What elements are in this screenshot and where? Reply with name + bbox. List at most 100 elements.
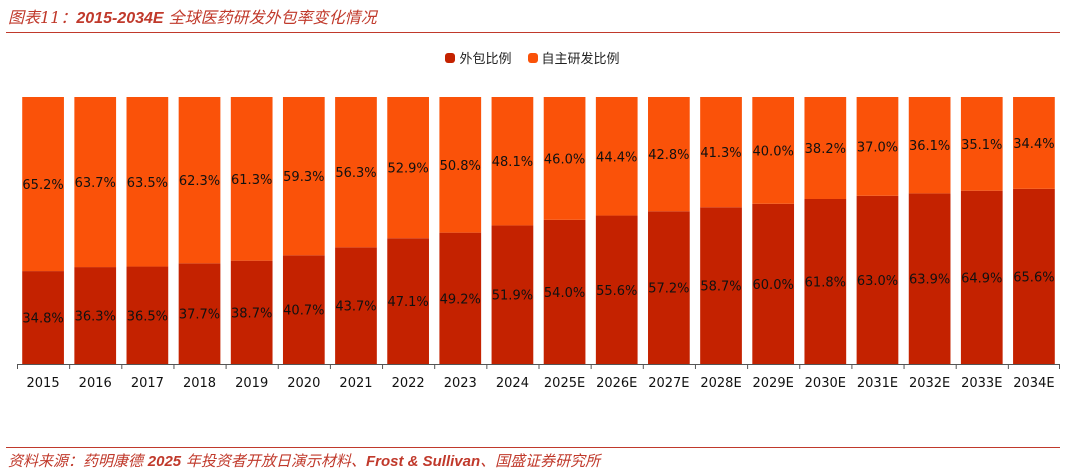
data-label-outsourced-2028E: 58.7% (700, 280, 741, 295)
x-tick-label-2019: 2019 (235, 376, 268, 391)
title-rule (6, 32, 1060, 33)
x-tick-label-2033E: 2033E (961, 376, 1002, 391)
x-tick-label-2027E: 2027E (648, 376, 689, 391)
x-tick-label-2018: 2018 (183, 376, 216, 391)
x-tick-label-2022: 2022 (392, 376, 425, 391)
data-label-outsourced-2019: 38.7% (231, 306, 272, 321)
x-tick-label-2029E: 2029E (753, 376, 794, 391)
bar-inhouse-2018 (178, 97, 221, 264)
bar-inhouse-2023 (439, 97, 482, 233)
bar-outsourced-2033E (960, 190, 1003, 364)
data-label-inhouse-2021: 56.3% (335, 166, 376, 181)
legend: 外包比例 自主研发比例 (0, 48, 1065, 67)
data-label-inhouse-2018: 62.3% (179, 174, 220, 189)
data-label-outsourced-2018: 37.7% (179, 308, 220, 323)
bar-outsourced-2030E (804, 198, 847, 364)
data-label-inhouse-2032E: 36.1% (909, 139, 950, 154)
data-label-outsourced-2031E: 63.0% (857, 274, 898, 289)
bar-outsourced-2022 (387, 238, 429, 364)
bar-inhouse-2015 (22, 97, 64, 272)
x-tick-label-2017: 2017 (131, 376, 164, 391)
bar-inhouse-2034E (1013, 97, 1055, 189)
data-label-outsourced-2024: 51.9% (492, 289, 533, 304)
data-label-inhouse-2023: 50.8% (440, 159, 481, 174)
bar-outsourced-2017 (126, 266, 169, 364)
bar-outsourced-2021 (335, 247, 377, 364)
x-tick-label-2024: 2024 (496, 376, 529, 391)
x-tick-label-2015: 2015 (27, 376, 60, 391)
data-label-inhouse-2030E: 38.2% (805, 142, 846, 157)
bar-outsourced-2029E (752, 203, 795, 364)
data-label-inhouse-2020: 59.3% (283, 170, 324, 185)
source-note: 资料来源：药明康德 2025 年投资者开放日演示材料、Frost & Sulli… (8, 450, 600, 471)
data-label-inhouse-2026E: 44.4% (596, 150, 637, 165)
x-tick-label-2030E: 2030E (805, 376, 846, 391)
x-tick-label-2016: 2016 (79, 376, 112, 391)
bar-outsourced-2034E (1013, 188, 1055, 364)
data-label-outsourced-2033E: 64.9% (961, 271, 1002, 286)
legend-label-outsourced: 外包比例 (459, 52, 512, 67)
bar-inhouse-2021 (335, 97, 377, 248)
data-label-inhouse-2024: 48.1% (492, 155, 533, 170)
bar-inhouse-2027E (648, 97, 690, 212)
bar-inhouse-2029E (752, 97, 795, 204)
data-label-inhouse-2016: 63.7% (75, 176, 116, 191)
data-label-inhouse-2031E: 37.0% (857, 140, 898, 155)
bar-outsourced-2020 (282, 255, 325, 364)
bar-outsourced-2032E (908, 193, 951, 364)
data-label-outsourced-2034E: 65.6% (1013, 270, 1054, 285)
bar-outsourced-2024 (491, 225, 534, 364)
x-tick-label-2026E: 2026E (596, 376, 637, 391)
bar-inhouse-2030E (804, 97, 847, 199)
bar-inhouse-2017 (126, 97, 169, 267)
x-tick-label-2023: 2023 (444, 376, 477, 391)
data-label-outsourced-2015: 34.8% (22, 312, 63, 327)
title-text: 全球医药研发外包率变化情况 (163, 8, 377, 27)
title-years: 2015-2034E (76, 10, 164, 27)
bar-outsourced-2019 (230, 260, 273, 364)
legend-item-outsourced: 外包比例 (445, 48, 512, 67)
bar-inhouse-2033E (960, 97, 1003, 191)
bar-inhouse-2020 (282, 97, 325, 256)
x-tick-label-2025E: 2025E (544, 376, 585, 391)
data-label-outsourced-2025E: 54.0% (544, 286, 585, 301)
bar-outsourced-2016 (74, 267, 117, 364)
data-label-inhouse-2019: 61.3% (231, 173, 272, 188)
bar-inhouse-2016 (74, 97, 117, 268)
data-label-outsourced-2021: 43.7% (335, 300, 376, 315)
bar-outsourced-2026E (595, 215, 638, 364)
bar-outsourced-2031E (856, 195, 899, 364)
source-suffix: 、国盛证券研究所 (480, 452, 601, 470)
chart-title: 图表11：2015-2034E 全球医药研发外包率变化情况 (8, 4, 377, 28)
source-middle: 年投资者开放日演示材料、 (181, 452, 366, 470)
data-label-inhouse-2027E: 42.8% (648, 148, 689, 163)
data-label-inhouse-2017: 63.5% (127, 176, 168, 191)
data-label-outsourced-2030E: 61.8% (805, 275, 846, 290)
bar-outsourced-2025E (543, 219, 586, 364)
data-label-outsourced-2026E: 55.6% (596, 284, 637, 299)
x-tick-label-2021: 2021 (339, 376, 372, 391)
bar-outsourced-2015 (22, 271, 64, 364)
bar-inhouse-2025E (543, 97, 586, 220)
x-tick-label-2028E: 2028E (700, 376, 741, 391)
bar-inhouse-2026E (595, 97, 638, 216)
data-label-inhouse-2022: 52.9% (387, 162, 428, 177)
data-label-outsourced-2020: 40.7% (283, 304, 324, 319)
data-label-inhouse-2025E: 46.0% (544, 152, 585, 167)
bar-inhouse-2028E (700, 97, 742, 208)
data-label-outsourced-2022: 47.1% (387, 295, 428, 310)
bar-inhouse-2031E (856, 97, 899, 196)
bar-outsourced-2028E (700, 207, 742, 364)
data-label-outsourced-2017: 36.5% (127, 309, 168, 324)
data-label-outsourced-2032E: 63.9% (909, 273, 950, 288)
data-label-inhouse-2015: 65.2% (22, 178, 63, 193)
data-label-inhouse-2028E: 41.3% (700, 146, 741, 161)
x-tick-label-2032E: 2032E (909, 376, 950, 391)
stacked-bar-chart: 34.8% 65.2% 2015 36.3% 63.7% 2016 36.5% 63.5% 20… (17, 97, 1060, 391)
x-tick-label-2034E: 2034E (1013, 376, 1054, 391)
bar-outsourced-2018 (178, 263, 221, 364)
data-label-inhouse-2033E: 35.1% (961, 138, 1002, 153)
bar-inhouse-2022 (387, 97, 429, 239)
legend-swatch-outsourced (445, 52, 456, 63)
bar-outsourced-2027E (648, 211, 690, 364)
